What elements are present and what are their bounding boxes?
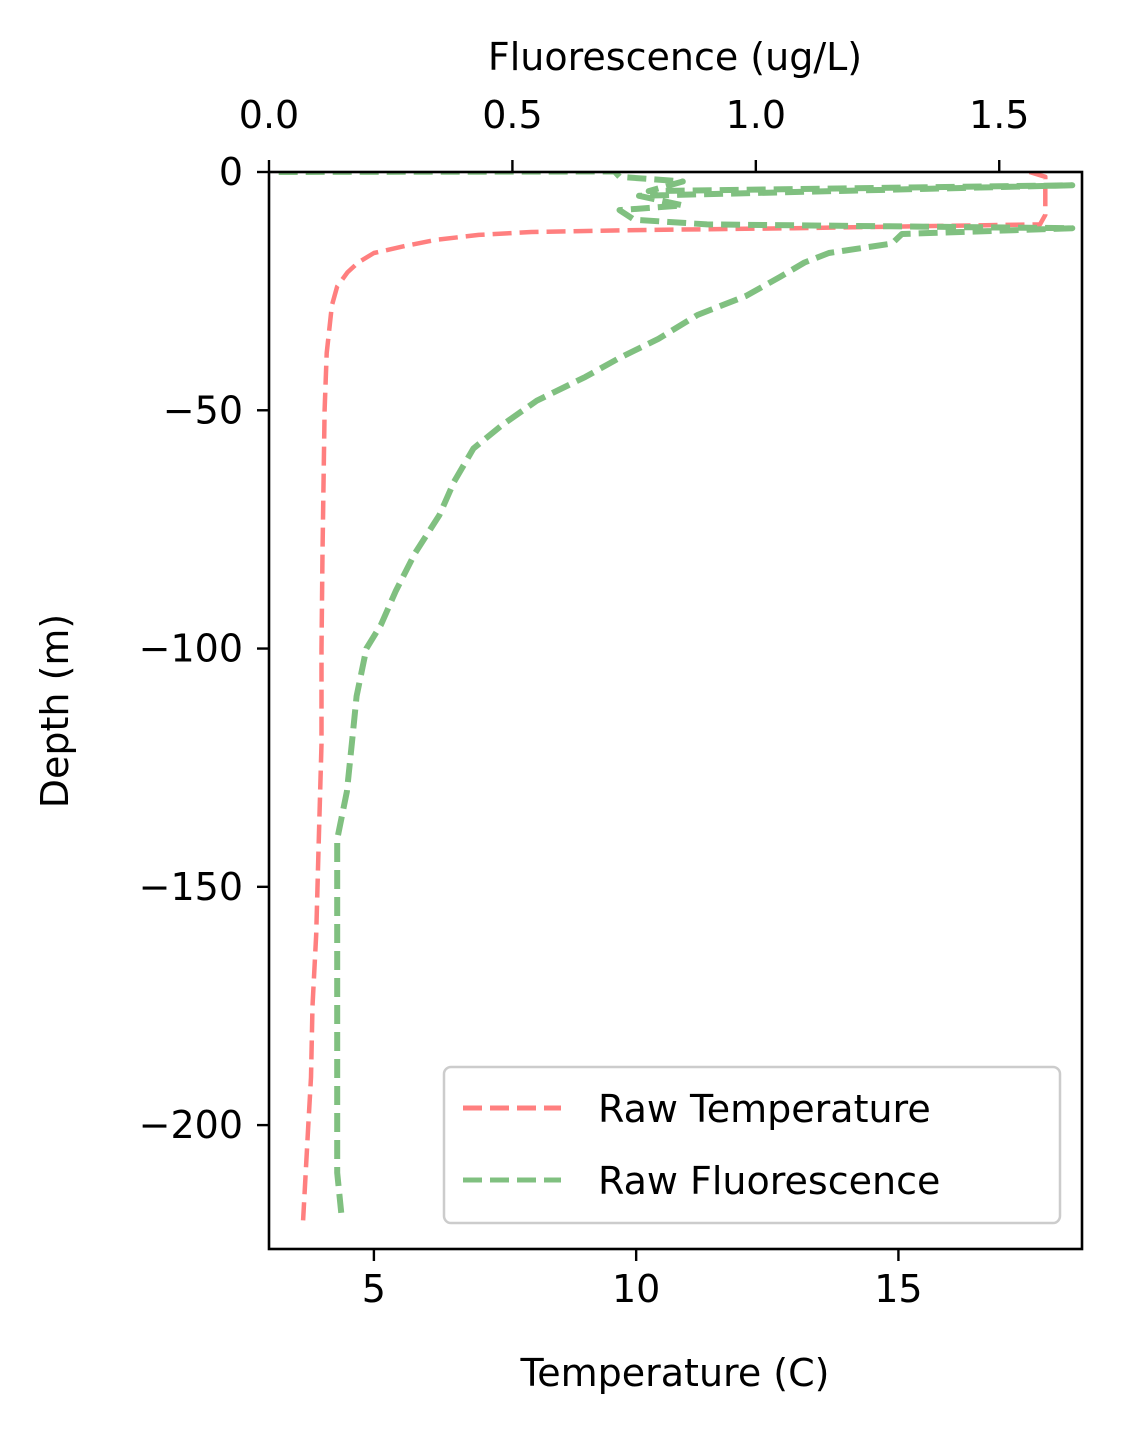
x-top-tick-label: 1.0 (726, 93, 786, 137)
y-axis-title: Depth (m) (33, 614, 77, 809)
x-top-axis-title: Fluorescence (ug/L) (488, 35, 862, 79)
plot-frame (267, 170, 1084, 1251)
y-tick-label: −100 (139, 627, 243, 671)
fluorescence-line (278, 172, 1076, 1221)
ticks-layer: 5 10 15 0.0 0.5 1.0 1.5 0 −50 −100 −150 −200 (139, 93, 1030, 1311)
x-bottom-tick-label: 15 (874, 1267, 922, 1311)
x-top-tick-label: 0.0 (239, 93, 299, 137)
legend-label-temperature: Raw Temperature (598, 1087, 931, 1131)
legend: Raw Temperature Raw Fluorescence (442, 1065, 1062, 1225)
y-tick-label: −150 (139, 865, 243, 909)
x-bottom-axis-title: Temperature (C) (520, 1351, 830, 1395)
x-top-tick-label: 1.5 (969, 93, 1029, 137)
y-tick-label: −200 (139, 1103, 243, 1147)
y-tick-label: 0 (219, 150, 243, 194)
legend-label-fluorescence: Raw Fluorescence (598, 1159, 940, 1203)
temperature-line (300, 172, 1048, 1221)
series-layer (278, 172, 1076, 1221)
y-tick-label: −50 (163, 388, 243, 432)
x-bottom-tick-label: 5 (362, 1267, 386, 1311)
legend-box (442, 1065, 1062, 1225)
x-bottom-tick-label: 10 (612, 1267, 660, 1311)
x-top-tick-label: 0.5 (482, 93, 542, 137)
